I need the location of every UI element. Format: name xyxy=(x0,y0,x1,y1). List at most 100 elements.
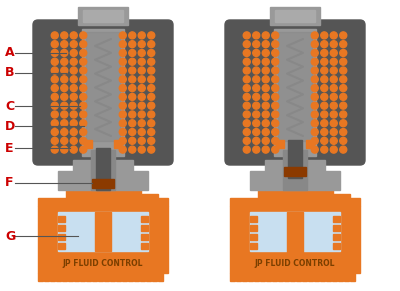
Text: JP FLUID CONTROL: JP FLUID CONTROL xyxy=(255,258,335,267)
Bar xyxy=(320,273,325,281)
Bar xyxy=(134,273,139,281)
Circle shape xyxy=(80,129,87,136)
Circle shape xyxy=(61,137,68,144)
Bar xyxy=(230,273,235,281)
FancyBboxPatch shape xyxy=(225,20,365,165)
Circle shape xyxy=(119,85,126,92)
Bar xyxy=(260,273,265,281)
Circle shape xyxy=(61,49,68,56)
Circle shape xyxy=(51,32,58,39)
Circle shape xyxy=(148,41,155,48)
Circle shape xyxy=(340,49,347,56)
Bar xyxy=(250,225,257,231)
Circle shape xyxy=(330,111,337,118)
Circle shape xyxy=(51,41,58,48)
Circle shape xyxy=(272,111,279,118)
Circle shape xyxy=(129,111,136,118)
Circle shape xyxy=(311,146,318,153)
Circle shape xyxy=(148,58,155,65)
Circle shape xyxy=(80,76,87,83)
Circle shape xyxy=(61,120,68,127)
Circle shape xyxy=(340,129,347,136)
Circle shape xyxy=(61,102,68,109)
Circle shape xyxy=(148,137,155,144)
Circle shape xyxy=(272,41,279,48)
Bar xyxy=(158,273,163,281)
Circle shape xyxy=(253,41,260,48)
Circle shape xyxy=(119,129,126,136)
Circle shape xyxy=(330,146,337,153)
Circle shape xyxy=(148,85,155,92)
Circle shape xyxy=(321,137,328,144)
Bar xyxy=(266,273,271,281)
Circle shape xyxy=(148,129,155,136)
Bar xyxy=(302,273,307,281)
Circle shape xyxy=(253,129,260,136)
Bar xyxy=(258,190,333,198)
Circle shape xyxy=(330,58,337,65)
Circle shape xyxy=(119,93,126,100)
Bar xyxy=(338,273,343,281)
Bar xyxy=(325,171,340,190)
Circle shape xyxy=(311,32,318,39)
Circle shape xyxy=(253,85,260,92)
Circle shape xyxy=(330,120,337,127)
Circle shape xyxy=(148,49,155,56)
Circle shape xyxy=(253,67,260,74)
Circle shape xyxy=(61,67,68,74)
Bar xyxy=(250,171,265,190)
Circle shape xyxy=(262,58,269,65)
Text: G: G xyxy=(5,230,15,242)
Bar xyxy=(250,234,257,240)
Circle shape xyxy=(340,67,347,74)
Circle shape xyxy=(243,32,250,39)
Circle shape xyxy=(340,137,347,144)
Circle shape xyxy=(272,93,279,100)
Circle shape xyxy=(61,58,68,65)
Bar xyxy=(314,273,319,281)
Circle shape xyxy=(311,58,318,65)
Bar xyxy=(270,7,320,25)
Circle shape xyxy=(129,120,136,127)
Circle shape xyxy=(243,102,250,109)
Circle shape xyxy=(262,146,269,153)
Circle shape xyxy=(129,49,136,56)
Circle shape xyxy=(253,120,260,127)
Circle shape xyxy=(311,137,318,144)
Circle shape xyxy=(119,32,126,39)
Circle shape xyxy=(243,67,250,74)
Bar xyxy=(78,7,128,25)
Circle shape xyxy=(262,67,269,74)
Circle shape xyxy=(262,93,269,100)
Bar xyxy=(66,190,141,198)
Circle shape xyxy=(272,76,279,83)
Circle shape xyxy=(330,49,337,56)
Circle shape xyxy=(70,129,77,136)
Bar xyxy=(250,216,257,222)
Circle shape xyxy=(80,41,87,48)
Circle shape xyxy=(80,49,87,56)
Circle shape xyxy=(272,67,279,74)
Circle shape xyxy=(330,76,337,83)
Bar xyxy=(91,150,115,190)
Circle shape xyxy=(138,85,145,92)
Bar xyxy=(82,29,124,156)
Circle shape xyxy=(243,146,250,153)
Circle shape xyxy=(321,146,328,153)
Circle shape xyxy=(51,120,58,127)
Circle shape xyxy=(253,32,260,39)
Bar xyxy=(288,140,302,178)
Circle shape xyxy=(70,111,77,118)
Bar xyxy=(92,273,97,281)
Circle shape xyxy=(321,111,328,118)
Bar xyxy=(306,140,314,148)
Circle shape xyxy=(253,58,260,65)
Bar xyxy=(254,273,259,281)
Bar xyxy=(250,212,340,251)
Circle shape xyxy=(311,120,318,127)
Bar xyxy=(283,150,307,190)
Circle shape xyxy=(340,93,347,100)
Bar xyxy=(248,273,253,281)
Circle shape xyxy=(330,93,337,100)
Bar xyxy=(140,194,158,206)
